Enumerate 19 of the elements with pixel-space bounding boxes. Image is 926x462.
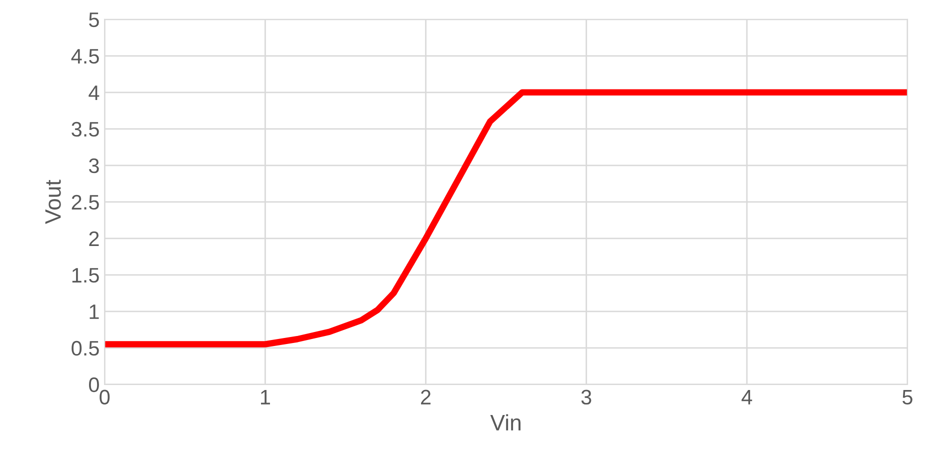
- y-tick-label: 5: [89, 12, 99, 28]
- y-tick-label: 2: [89, 231, 99, 246]
- y-axis-title: Vout: [45, 180, 61, 224]
- y-tick-label: 2.5: [72, 194, 99, 210]
- y-tick-label: 1.5: [72, 268, 99, 283]
- x-axis-title: Vin: [490, 414, 520, 430]
- x-tick-label: 3: [581, 390, 592, 405]
- y-tick-label: 4: [88, 86, 100, 100]
- x-tick-label: 0: [100, 390, 110, 405]
- y-tick-label: 3.5: [72, 122, 99, 137]
- y-tick-label: 0.5: [72, 340, 99, 356]
- x-tick-label: 5: [902, 390, 912, 405]
- y-tick-label: 1: [90, 304, 99, 319]
- y-tick-label: 4.5: [71, 49, 99, 64]
- x-tick-label: 2: [421, 390, 431, 404]
- x-tick-label: 4: [742, 390, 752, 404]
- x-tick-label: 1: [261, 390, 270, 404]
- y-tick-label: 0: [89, 377, 99, 392]
- y-tick-label: 3: [88, 158, 99, 174]
